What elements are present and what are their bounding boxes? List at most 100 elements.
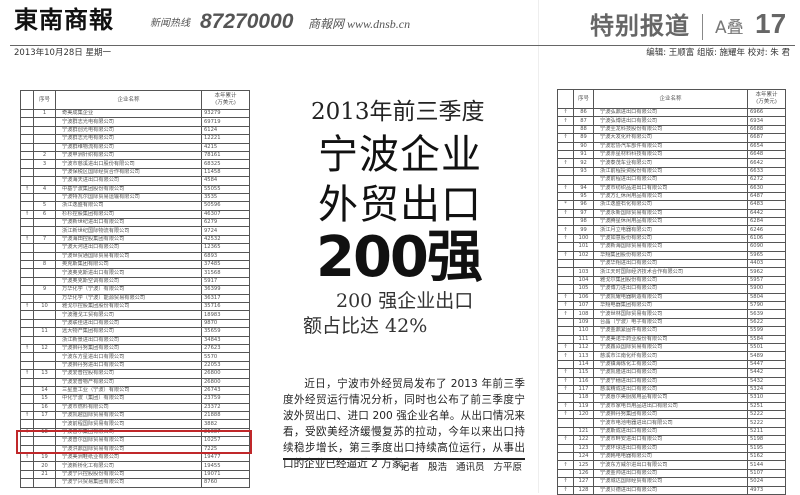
company-name-cell: 宁波雅戈工贸有限公司 bbox=[55, 310, 202, 320]
rank-cell: 98 bbox=[573, 217, 594, 227]
company-name-cell: 宁波世林国际贸易有限公司 bbox=[593, 309, 748, 319]
export-value-cell: 5570 bbox=[201, 352, 250, 362]
export-value-cell: 5251 bbox=[747, 401, 786, 412]
rank-cell bbox=[33, 268, 56, 278]
rank-cell bbox=[33, 293, 56, 304]
export-value-cell: 6272 bbox=[747, 175, 786, 185]
table-row: 15 中化宁波（集团）有限公司 23759 bbox=[20, 394, 250, 404]
rank-cell bbox=[33, 478, 56, 488]
rank-cell: 117 bbox=[573, 384, 594, 395]
company-name-cell: 华翔集团股份有限公司 bbox=[593, 250, 748, 261]
table-row: 123 宁波环球进出口有限公司 5195 bbox=[557, 443, 786, 454]
export-value-cell: 5622 bbox=[747, 317, 786, 328]
issue-date: 2013年10月28日 星期一 bbox=[14, 48, 111, 58]
rank-cell bbox=[33, 310, 56, 320]
rank-cell: 87 bbox=[573, 116, 594, 126]
rank-cell: 86 bbox=[573, 107, 594, 118]
company-name-cell: 万华化学（宁波）有限公司 bbox=[55, 285, 202, 295]
kicker: 2013年前三季度 bbox=[311, 99, 485, 125]
company-name-cell: 宁波保税区国际经贸合作有限公司 bbox=[55, 167, 202, 178]
company-name-cell: 宁波市家电日用品进出口有限公司 bbox=[593, 401, 748, 412]
rank-cell: 114 bbox=[573, 359, 594, 370]
trend-marker bbox=[20, 385, 34, 396]
company-name-cell: 宁波市纺织品进出口有限公司 bbox=[593, 183, 748, 193]
table-row: 20 宁波新桥化工有限公司 19455 bbox=[20, 461, 250, 471]
ranking-table-left: 序号 企业名称 本年累计 (万美元) 1 奇美成集企业 93279 宁波群志光电有限公司 69… bbox=[20, 90, 250, 488]
rank-cell: 92 bbox=[573, 158, 594, 168]
table-row: ↑ 125 宁波东方威尔进出口有限公司 5144 bbox=[557, 460, 786, 470]
company-name-cell: 宁波奥克斯进出口有限公司 bbox=[55, 268, 202, 278]
table-row: 宁波大河进出口有限公司 12365 bbox=[20, 243, 250, 253]
trend-marker bbox=[20, 377, 34, 387]
export-value-cell: 35716 bbox=[201, 301, 250, 312]
company-name-cell: 宁波世贸通国际贸易有限公司 bbox=[55, 251, 202, 262]
table-row: 宁波宁兴贸易集团有限公司 8760 bbox=[20, 478, 250, 488]
table-row: ↑ 19 宁波美洲鞋纸业有限公司 19477 bbox=[20, 452, 250, 463]
company-name-cell: 宁波爱普物产有限公司 bbox=[55, 377, 202, 387]
export-value-cell: 5965 bbox=[747, 250, 786, 261]
trend-marker: ↑ bbox=[20, 184, 34, 194]
export-value-cell: 6246 bbox=[747, 225, 786, 235]
headline-line-1: 宁波企业 bbox=[318, 132, 482, 178]
header-divider bbox=[702, 14, 703, 40]
company-name-cell: 宁波美诺华药业股份有限公司 bbox=[593, 334, 748, 344]
rank-cell: 105 bbox=[573, 284, 594, 294]
company-name-cell: 宁波镇海炼化工有限公司 bbox=[593, 359, 748, 370]
rank-cell: 108 bbox=[573, 309, 594, 319]
company-name-cell: 宁波新桥化工有限公司 bbox=[55, 461, 202, 471]
trend-marker: ↑ bbox=[557, 384, 574, 395]
table-row: ↑ 13 宁波爱普控股有限公司 26800 bbox=[20, 369, 250, 379]
company-name-cell: 宁波狮丹努集团有限公司 bbox=[55, 343, 202, 354]
rank-cell: 115 bbox=[573, 368, 594, 378]
rank-cell: 123 bbox=[573, 443, 594, 454]
table-row: ↑ 100 宁波如意股份有限公司 6106 bbox=[557, 233, 786, 244]
table-header-row: 序号 企业名称 本年累计 (万美元) bbox=[20, 90, 250, 110]
table-row: 宁波前程国际贸易有限公司 3882 bbox=[20, 419, 250, 429]
rank-cell: 126 bbox=[573, 468, 594, 479]
trend-marker: ↑ bbox=[557, 208, 574, 219]
headline-line-2: 外贸出口 bbox=[318, 182, 482, 228]
trend-marker bbox=[20, 469, 34, 480]
rank-cell: 96 bbox=[573, 200, 594, 210]
table-row: 11 远大物产集团有限公司 35659 bbox=[20, 327, 250, 337]
rank-cell: 8 bbox=[33, 260, 56, 270]
export-value-cell: 5324 bbox=[747, 384, 786, 395]
company-name-cell: 宁波奥克斯空调有限公司 bbox=[55, 276, 202, 287]
export-value-cell: 68325 bbox=[201, 159, 250, 169]
company-name-cell: 宁波特瓦尔国际贸易运输有限公司 bbox=[55, 192, 202, 203]
section-title: 特别报道 bbox=[590, 12, 690, 40]
export-value-cell: 6442 bbox=[747, 208, 786, 219]
column-header bbox=[20, 90, 34, 110]
trend-marker bbox=[20, 394, 34, 404]
table-row: ↑ 7 宁波海田控股集团有限公司 42532 bbox=[20, 234, 250, 245]
company-name-cell: 宁波新海国际贸易有限公司 bbox=[593, 242, 748, 252]
export-value-cell: 5639 bbox=[747, 309, 786, 319]
newspaper-logo: 東南商報 bbox=[14, 5, 114, 34]
rank-cell: 95 bbox=[573, 191, 594, 202]
export-value-cell: 9724 bbox=[201, 226, 250, 236]
trend-marker bbox=[557, 267, 574, 277]
company-name-cell: 宁波市畔安进出口有限公司 bbox=[593, 435, 748, 445]
company-name-cell: 宁波凯耀电器制造有限公司 bbox=[593, 292, 748, 303]
rank-cell: 15 bbox=[33, 394, 56, 404]
company-name-cell: 宁波环球进出口有限公司 bbox=[593, 443, 748, 454]
company-name-cell: 万华化学（宁波）能源贸易有限公司 bbox=[55, 293, 202, 304]
company-name-cell: 宁波新世纪进出口有限公司 bbox=[55, 218, 202, 228]
table-row: 95 宁波方汇休闲用品有限公司 6487 bbox=[557, 191, 786, 202]
rank-cell: 16 bbox=[33, 402, 56, 413]
company-name-cell: 宁波联佳进出口有限公司 bbox=[55, 318, 202, 329]
company-name-cell: 台晶（宁波）电子有限公司 bbox=[593, 317, 748, 328]
export-value-cell: 11458 bbox=[201, 167, 250, 178]
company-name-cell: 宁波赤星材料科技有限公司 bbox=[593, 149, 748, 160]
rank-cell: 120 bbox=[573, 410, 594, 420]
table-row: 16 宁波市燃料有限公司 23372 bbox=[20, 402, 250, 413]
company-name-cell: 宁波群创光电有限公司 bbox=[55, 125, 202, 136]
company-name-cell: 宁波鑫焱国际贸易有限公司 bbox=[593, 342, 748, 353]
company-name-cell: 慈溪精成进出口有限公司 bbox=[593, 384, 748, 395]
table-row: 宁波特瓦尔国际贸易运输有限公司 3535 bbox=[20, 192, 250, 203]
trend-marker: ↑ bbox=[557, 116, 574, 126]
rank-cell: 11 bbox=[33, 327, 56, 337]
rank-cell bbox=[33, 226, 56, 236]
company-name-cell: 宁波凯越国际贸易有限公司 bbox=[55, 411, 202, 421]
company-name-cell: 宁波弘博进出口有限公司 bbox=[593, 116, 748, 126]
